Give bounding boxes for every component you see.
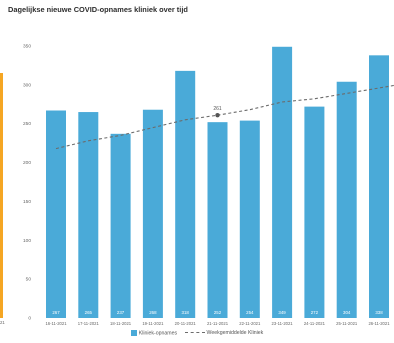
y-tick-label: 250 <box>23 121 31 127</box>
x-tick-label: 25-11-2021 <box>336 321 358 326</box>
bar-value-label: 318 <box>182 310 190 315</box>
left-edge-tick: 21 <box>0 320 5 325</box>
x-tick-label: 22-11-2021 <box>239 321 261 326</box>
annotation-label: 261 <box>213 106 222 112</box>
bar-value-label: 237 <box>117 310 125 315</box>
bar-value-label: 265 <box>85 310 93 315</box>
legend-item-bars[interactable]: Kliniek-opnames <box>130 330 178 337</box>
y-tick-label: 300 <box>23 82 31 88</box>
y-tick-label: 200 <box>23 160 31 166</box>
bar <box>175 70 196 319</box>
annotation-marker <box>215 112 220 118</box>
bar-value-label: 304 <box>343 310 351 315</box>
bar-value-label: 338 <box>375 310 383 315</box>
bar <box>336 81 357 319</box>
bar-value-label: 252 <box>214 310 222 315</box>
chart-title: Dagelijkse nieuwe COVID-opnames kliniek … <box>8 5 188 14</box>
legend-label-line: Weekgemiddelde Kliniek <box>206 330 264 337</box>
y-tick-label: 0 <box>28 316 31 322</box>
bar-value-label: 254 <box>246 310 254 315</box>
legend-label-bars: Kliniek-opnames <box>138 330 178 337</box>
left-accent-bar <box>0 73 3 318</box>
x-tick-label: 21-11-2021 <box>207 321 229 326</box>
y-tick-label: 350 <box>23 44 31 50</box>
legend-item-line[interactable]: Weekgemiddelde Kliniek <box>184 330 264 337</box>
bar-value-label: 267 <box>52 310 60 315</box>
bar <box>110 133 131 318</box>
x-tick-label: 18-11-2021 <box>110 321 132 326</box>
bar <box>369 55 389 318</box>
bar <box>142 109 163 319</box>
bar-value-label: 272 <box>311 310 319 315</box>
x-tick-label: 17-11-2021 <box>78 321 100 326</box>
y-tick-label: 150 <box>23 199 31 205</box>
bar <box>304 106 325 318</box>
x-tick-label: 19-11-2021 <box>142 321 164 326</box>
x-tick-label: 20-11-2021 <box>175 321 197 326</box>
x-tick-label: 24-11-2021 <box>304 321 326 326</box>
legend-line-swatch <box>184 332 205 334</box>
bar <box>272 46 293 319</box>
legend-bar-swatch <box>130 330 137 336</box>
x-tick-label: 23-11-2021 <box>272 321 294 326</box>
x-tick-label: 26-11-2021 <box>368 321 390 326</box>
bar-value-label: 268 <box>149 310 157 315</box>
x-tick-label: 16-11-2021 <box>45 321 67 326</box>
legend: Kliniek-opnames Weekgemiddelde Kliniek <box>0 330 394 337</box>
bar-value-label: 349 <box>278 310 286 315</box>
y-tick-label: 50 <box>26 277 32 283</box>
bar <box>239 120 260 318</box>
y-tick-label: 100 <box>23 238 31 244</box>
bar <box>46 110 66 318</box>
chart-plot: 21 0 50 100 150 200 250 300 350 267 16-11-2021 265 1… <box>0 44 394 326</box>
bar <box>78 112 99 318</box>
bar <box>207 122 228 318</box>
